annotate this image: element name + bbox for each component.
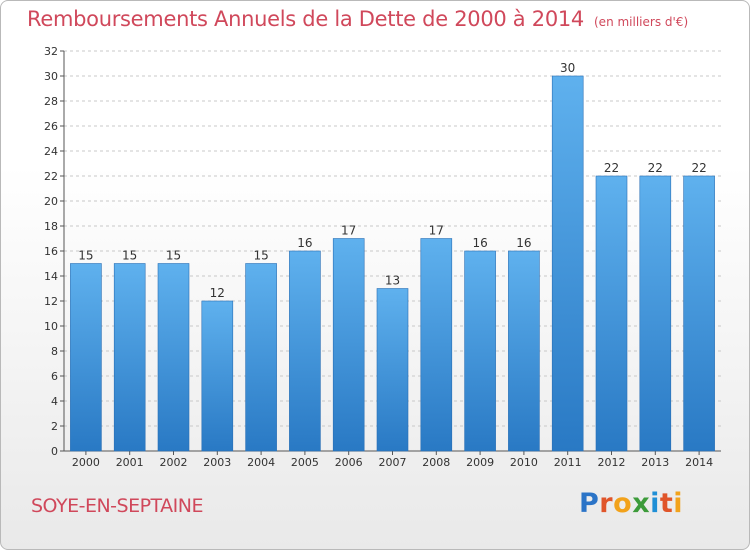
logo-letter: o <box>613 488 633 519</box>
chart-unit-label: (en milliers d'€) <box>594 15 689 29</box>
x-tick-label: 2007 <box>379 456 407 469</box>
bar <box>332 238 365 452</box>
bar-value-label: 15 <box>78 249 93 263</box>
logo-letter: i <box>673 488 684 519</box>
bar <box>201 300 234 452</box>
y-tick-label: 18 <box>44 220 58 233</box>
y-tick-label: 10 <box>44 320 58 333</box>
bar <box>595 175 628 452</box>
x-tick-label: 2011 <box>554 456 582 469</box>
x-tick-label: 2010 <box>510 456 538 469</box>
bar <box>70 263 102 452</box>
logo-letter: x <box>632 488 651 519</box>
y-tick-label: 32 <box>44 45 58 58</box>
bar <box>113 263 146 452</box>
bar <box>289 250 321 452</box>
x-tick-label: 2000 <box>72 456 100 469</box>
bar <box>639 175 672 452</box>
label-layer: 15 15 15 12 15 16 17 13 17 16 16 30 22 22 22 <box>78 61 706 300</box>
x-tick-label: 2004 <box>247 456 275 469</box>
y-tick-label: 14 <box>44 270 58 283</box>
bar-value-label: 16 <box>516 236 531 250</box>
bar-value-label: 17 <box>341 224 356 238</box>
bar-value-label: 16 <box>297 236 312 250</box>
bar-value-label: 30 <box>560 61 575 75</box>
proxiti-logo[interactable]: Proxiti <box>579 488 683 519</box>
bar-value-label: 15 <box>253 249 268 263</box>
location-name: SOYE-EN-SEPTAINE <box>31 495 204 517</box>
bar-value-label: 22 <box>648 161 663 175</box>
y-tick-label: 6 <box>51 370 58 383</box>
chart-title-text: Remboursements Annuels de la Dette de 20… <box>27 7 584 31</box>
bar <box>420 238 453 452</box>
bar-value-label: 22 <box>691 161 706 175</box>
y-tick-label: 0 <box>51 445 58 458</box>
bar-value-label: 13 <box>385 274 400 288</box>
x-tick-label: 2003 <box>203 456 231 469</box>
x-tick-label: 2014 <box>685 456 713 469</box>
y-tick-label: 12 <box>44 295 58 308</box>
bar <box>245 263 277 452</box>
y-tick-label: 28 <box>44 95 58 108</box>
y-tick-label: 26 <box>44 120 58 133</box>
y-tick-label: 16 <box>44 245 58 258</box>
x-tick-label: 2002 <box>160 456 188 469</box>
bar <box>683 175 715 452</box>
x-tick-label: 2013 <box>641 456 669 469</box>
x-tick-label: 2001 <box>116 456 144 469</box>
bar <box>157 263 190 452</box>
y-tick-label: 20 <box>44 195 58 208</box>
y-tick-label: 4 <box>51 395 58 408</box>
bar <box>551 75 584 452</box>
bar-value-label: 12 <box>210 286 225 300</box>
bar-layer <box>70 75 715 452</box>
logo-letter: t <box>659 488 674 519</box>
x-tick-label: 2009 <box>466 456 494 469</box>
logo-letter: r <box>599 488 614 519</box>
logo-letter: i <box>650 488 660 519</box>
y-tick-label: 30 <box>44 70 58 83</box>
bar-value-label: 16 <box>472 236 487 250</box>
x-tick-label: 2005 <box>291 456 319 469</box>
x-tick-label: 2008 <box>422 456 450 469</box>
x-tick-label: 2006 <box>335 456 363 469</box>
bar <box>376 288 409 452</box>
bar-value-label: 22 <box>604 161 619 175</box>
y-tick-label: 2 <box>51 420 58 433</box>
logo-letter: P <box>579 488 600 519</box>
bar-value-label: 15 <box>122 249 137 263</box>
bar-value-label: 17 <box>429 224 444 238</box>
y-tick-label: 24 <box>44 145 58 158</box>
x-tick-label: 2012 <box>598 456 626 469</box>
bar <box>464 250 496 452</box>
y-tick-label: 8 <box>51 345 58 358</box>
bar <box>508 250 540 452</box>
chart-title: Remboursements Annuels de la Dette de 20… <box>27 7 688 31</box>
y-tick-label: 22 <box>44 170 58 183</box>
bar-value-label: 15 <box>166 249 181 263</box>
